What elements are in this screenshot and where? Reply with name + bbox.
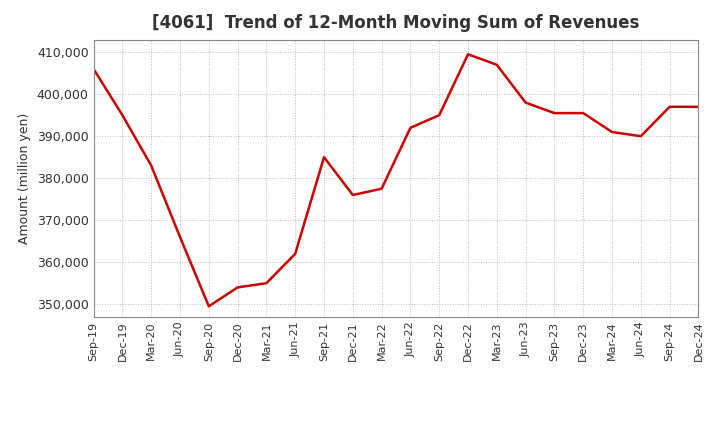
Title: [4061]  Trend of 12-Month Moving Sum of Revenues: [4061] Trend of 12-Month Moving Sum of R… [153, 15, 639, 33]
Y-axis label: Amount (million yen): Amount (million yen) [18, 113, 31, 244]
